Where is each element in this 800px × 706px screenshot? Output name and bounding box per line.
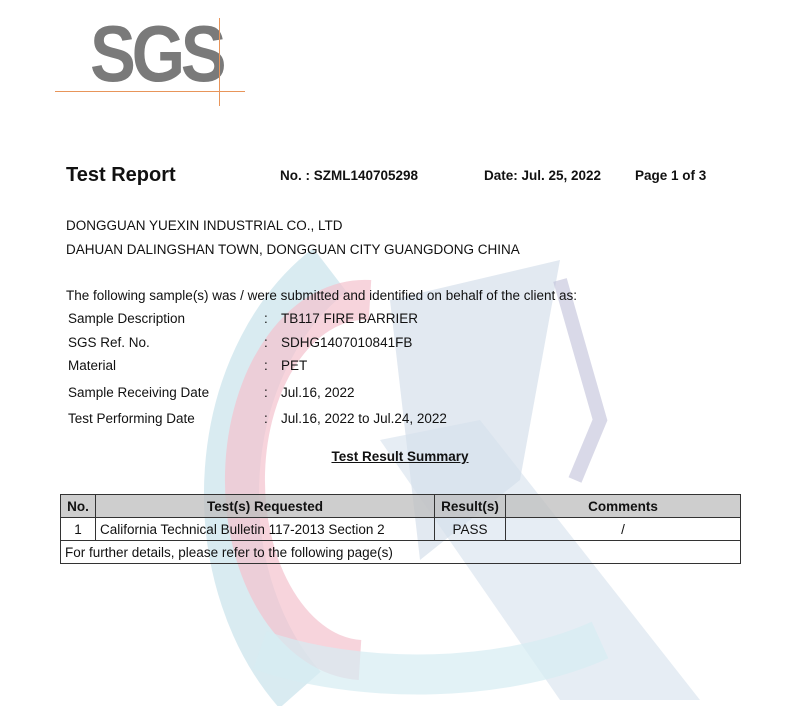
field-value: Jul.16, 2022 [281, 385, 355, 400]
summary-title: Test Result Summary [331, 449, 469, 464]
cell-no: 1 [60, 517, 96, 541]
header-no: No. [60, 494, 96, 518]
sgs-logo-text: SGS [90, 9, 227, 98]
field-value: Jul.16, 2022 to Jul.24, 2022 [281, 411, 447, 426]
field-colon: : [264, 335, 268, 350]
cell-result: PASS [434, 517, 506, 541]
client-name: DONGGUAN YUEXIN INDUSTRIAL CO., LTD [66, 218, 343, 233]
table-footer-row: For further details, please refer to the… [60, 540, 741, 564]
client-address: DAHUAN DALINGSHAN TOWN, DONGGUAN CITY GU… [66, 242, 520, 257]
field-label: Material [68, 358, 117, 373]
header-comments: Comments [505, 494, 741, 518]
field-value: SDHG1407010841FB [281, 335, 413, 350]
header-results: Result(s) [434, 494, 506, 518]
sgs-logo: SGS [0, 0, 260, 110]
field-value: PET [281, 358, 308, 373]
field-value: TB117 FIRE BARRIER [281, 311, 419, 326]
logo-rule-vertical [219, 18, 220, 106]
field-colon: : [264, 311, 268, 326]
intro-text: The following sample(s) was / were submi… [66, 288, 578, 303]
cell-test: California Technical Bulletin 117-2013 S… [95, 517, 435, 541]
logo-rule-horizontal [55, 91, 245, 92]
field-label: Test Performing Date [68, 411, 195, 426]
report-date: Date: Jul. 25, 2022 [484, 168, 602, 183]
page-number: Page 1 of 3 [635, 168, 707, 183]
results-table: No. Test(s) Requested Result(s) Comments… [60, 494, 741, 564]
field-label: Sample Receiving Date [68, 385, 210, 400]
table-footer: For further details, please refer to the… [60, 540, 741, 564]
field-colon: : [264, 358, 268, 373]
field-label: Sample Description [68, 311, 186, 326]
report-number: No. : SZML140705298 [280, 168, 419, 183]
field-label: SGS Ref. No. [68, 335, 150, 350]
report-title: Test Report [66, 164, 176, 186]
field-colon: : [264, 411, 268, 426]
header-tests: Test(s) Requested [95, 494, 435, 518]
field-colon: : [264, 385, 268, 400]
cell-comment: / [505, 517, 741, 541]
table-row: 1 California Technical Bulletin 117-2013… [60, 517, 741, 541]
table-header-row: No. Test(s) Requested Result(s) Comments [60, 494, 741, 518]
